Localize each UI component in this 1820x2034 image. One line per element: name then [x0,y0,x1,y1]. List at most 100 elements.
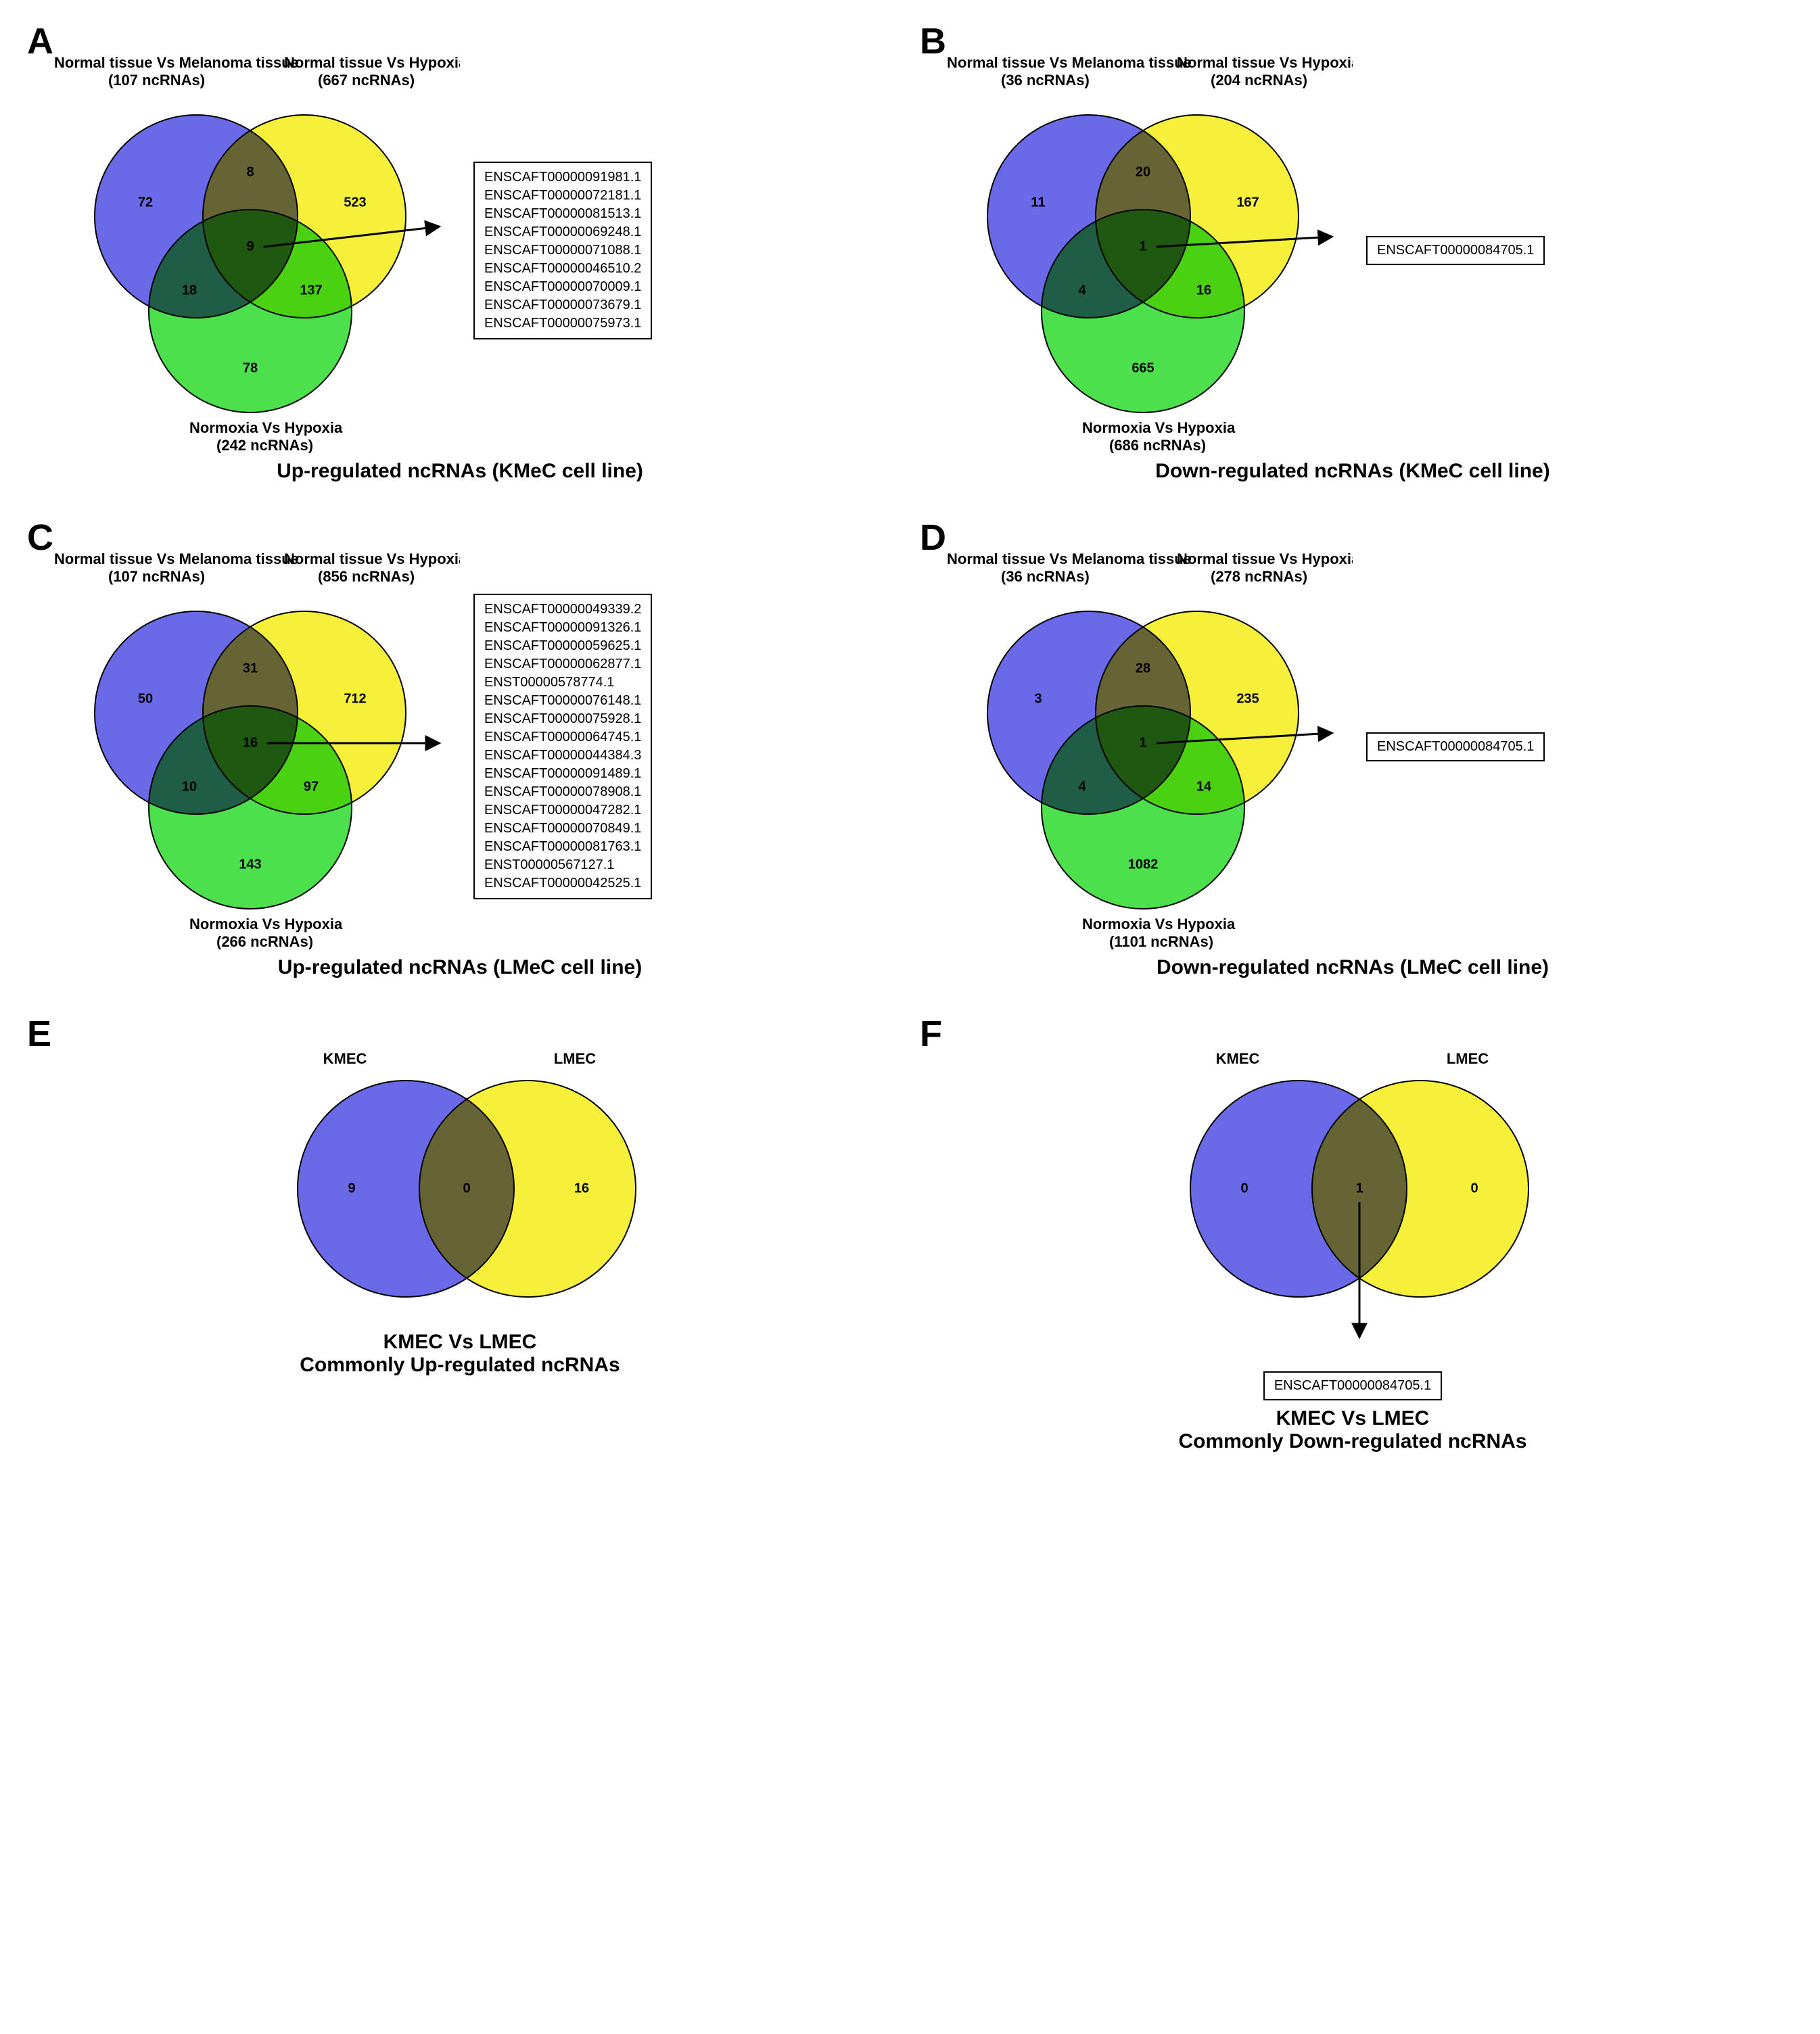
caption-line2: Commonly Down-regulated ncRNAs [1178,1430,1526,1453]
setC-sub: (1101 ncRNAs) [1109,933,1213,949]
panel-caption: KMEC Vs LMEC Commonly Up-regulated ncRNA… [300,1331,620,1377]
idlist-item: ENSCAFT00000084705.1 [1377,738,1534,756]
setC-label: Normoxia Vs Hypoxia [189,419,343,436]
venn2-diagram: KMEC LMEC 0 1 0 [1136,1040,1569,1365]
setB-sub: (667 ncRNAs) [318,72,415,89]
region-onlyB: 167 [1236,195,1259,210]
idlist-box: ENSCAFT00000049339.2ENSCAFT00000091326.1… [473,594,652,899]
panel-C: C Normal tissue Vs Melanoma tissue (107 … [27,523,893,979]
panel-E: E KMEC LMEC 9 0 16 KMEC Vs LMEC Commo [27,1020,893,1453]
setC-sub: (242 ncRNAs) [216,437,313,453]
idlist-item: ENSCAFT00000091489.1 [484,765,641,783]
setB-label: Normal tissue Vs Hypoxia [1177,54,1353,71]
panel-letter: A [27,20,53,62]
setC-sub: (686 ncRNAs) [1109,437,1206,453]
setB-label: LMEC [554,1050,596,1067]
caption-line2: Commonly Up-regulated ncRNAs [300,1354,620,1377]
idlist-item: ENSCAFT00000070849.1 [484,820,641,838]
setC-sub: (266 ncRNAs) [216,933,313,949]
idlist-box: ENSCAFT00000084705.1 [1366,236,1545,265]
panel-letter: D [920,517,946,559]
idlist-item: ENSCAFT00000084705.1 [1274,1377,1431,1395]
idlist-item: ENSCAFT00000064745.1 [484,728,641,747]
idlist-item: ENSCAFT00000062877.1 [484,655,641,673]
idlist-item: ENSCAFT00000069248.1 [484,223,641,241]
idlist-box: ENSCAFT00000084705.1 [1263,1371,1442,1400]
panel-caption: Down-regulated ncRNAs (LMeC cell line) [920,956,1786,979]
region-BC: 16 [1196,283,1211,298]
region-BC: 14 [1196,779,1212,794]
region-onlyA: 50 [138,691,153,706]
idlist-item: ENSCAFT00000076148.1 [484,692,641,710]
panel-F: F KMEC LMEC 0 1 0 [920,1020,1786,1453]
idlist-item: ENSCAFT00000075973.1 [484,314,641,333]
idlist-item: ENSCAFT00000081763.1 [484,838,641,856]
idlist-box: ENSCAFT00000084705.1 [1366,732,1545,761]
caption-line1: KMEC Vs LMEC [1178,1407,1526,1430]
caption-line1: KMEC Vs LMEC [300,1331,620,1354]
setA-label: KMEC [323,1050,367,1067]
setA-sub: (107 ncRNAs) [108,568,205,585]
setA-label: KMEC [1216,1050,1260,1067]
idlist-item: ENSCAFT00000042525.1 [484,874,641,893]
setA-sub: (107 ncRNAs) [108,72,205,89]
setB-sub: (204 ncRNAs) [1211,72,1307,89]
venn3-diagram: Normal tissue Vs Melanoma tissue (36 ncR… [920,47,1353,453]
idlist-box: ENSCAFT00000091981.1ENSCAFT00000072181.1… [473,162,652,339]
region-onlyA: 3 [1034,691,1042,706]
region-onlyB: 0 [1470,1181,1478,1196]
region-onlyB: 16 [574,1181,589,1196]
setA-sub: (36 ncRNAs) [1001,568,1090,585]
panel-D: D Normal tissue Vs Melanoma tissue (36 n… [920,523,1786,979]
region-onlyB: 235 [1236,691,1259,706]
setB-sub: (278 ncRNAs) [1211,568,1307,585]
venn3-diagram: Normal tissue Vs Melanoma tissue (36 ncR… [920,544,1353,949]
idlist-item: ENSCAFT00000081513.1 [484,205,641,223]
region-onlyA: 9 [348,1181,355,1196]
region-AB: 31 [243,661,258,676]
region-onlyC: 143 [239,857,261,872]
setC-label: Normoxia Vs Hypoxia [189,916,343,932]
idlist-item: ENST00000578774.1 [484,673,641,692]
panel-caption: Up-regulated ncRNAs (LMeC cell line) [27,956,893,979]
setA-label: Normal tissue Vs Melanoma tissue [54,54,299,71]
region-AB: 0 [463,1181,470,1196]
region-onlyB: 712 [344,691,366,706]
region-ABC: 16 [243,735,258,750]
idlist-item: ENSCAFT00000044384.3 [484,747,641,765]
panel-B: B Normal tissue Vs Melanoma tissue (36 n… [920,27,1786,483]
idlist-item: ENSCAFT00000070009.1 [484,278,641,296]
panel-caption: KMEC Vs LMEC Commonly Down-regulated ncR… [1178,1407,1526,1453]
figure-grid: A Normal tissue Vs Melanoma tissue (107 … [27,27,1786,1453]
setB-label: Normal tissue Vs Hypoxia [284,550,460,567]
region-onlyC: 78 [243,360,258,375]
venn3-diagram: Normal tissue Vs Melanoma tissue (107 nc… [27,47,460,453]
idlist-item: ENSCAFT00000078908.1 [484,783,641,801]
setA-label: Normal tissue Vs Melanoma tissue [947,54,1192,71]
idlist-item: ENSCAFT00000075928.1 [484,710,641,728]
circle-B [1312,1081,1529,1297]
region-onlyA: 0 [1240,1181,1248,1196]
idlist-item: ENSCAFT00000059625.1 [484,637,641,655]
idlist-item: ENSCAFT00000049339.2 [484,600,641,619]
setC-label: Normoxia Vs Hypoxia [1082,916,1236,932]
region-AB: 20 [1136,164,1150,179]
region-onlyC: 665 [1131,360,1154,375]
panel-letter: F [920,1013,942,1055]
region-AC: 18 [182,283,197,298]
setA-sub: (36 ncRNAs) [1001,72,1090,89]
circle-B [419,1081,636,1297]
idlist-item: ENSCAFT00000073679.1 [484,296,641,314]
region-AB: 28 [1136,661,1150,676]
region-ABC: 9 [246,239,254,254]
setB-label: LMEC [1447,1050,1489,1067]
setB-label: Normal tissue Vs Hypoxia [1177,550,1353,567]
region-onlyA: 11 [1031,195,1045,210]
idlist-item: ENST00000567127.1 [484,856,641,874]
panel-caption: Up-regulated ncRNAs (KMeC cell line) [27,460,893,483]
setA-label: Normal tissue Vs Melanoma tissue [947,550,1192,567]
idlist-item: ENSCAFT00000072181.1 [484,187,641,205]
panel-caption: Down-regulated ncRNAs (KMeC cell line) [920,460,1786,483]
setA-label: Normal tissue Vs Melanoma tissue [54,550,299,567]
region-onlyC: 1082 [1128,857,1159,872]
